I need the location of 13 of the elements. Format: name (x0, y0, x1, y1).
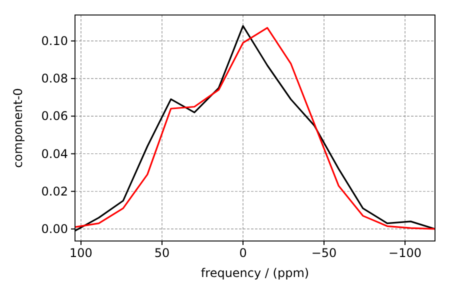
y-tick-label: 0.06 (41, 109, 68, 124)
y-tick-label: 0.10 (41, 34, 68, 48)
y-tick-label: 0.04 (41, 146, 68, 161)
x-tick-label: −100 (388, 246, 422, 260)
x-axis-title: frequency / (ppm) (200, 266, 310, 280)
y-tick-label: 0.00 (41, 222, 68, 236)
y-tick-label: 0.02 (41, 184, 68, 198)
x-tick-label: 100 (70, 246, 92, 260)
x-tick-label: 50 (154, 246, 170, 260)
y-tick-label: 0.08 (41, 72, 68, 86)
y-axis-title: component-0 (11, 88, 25, 168)
x-tick-label: 0 (239, 246, 247, 260)
x-tick-label: −50 (311, 246, 337, 260)
